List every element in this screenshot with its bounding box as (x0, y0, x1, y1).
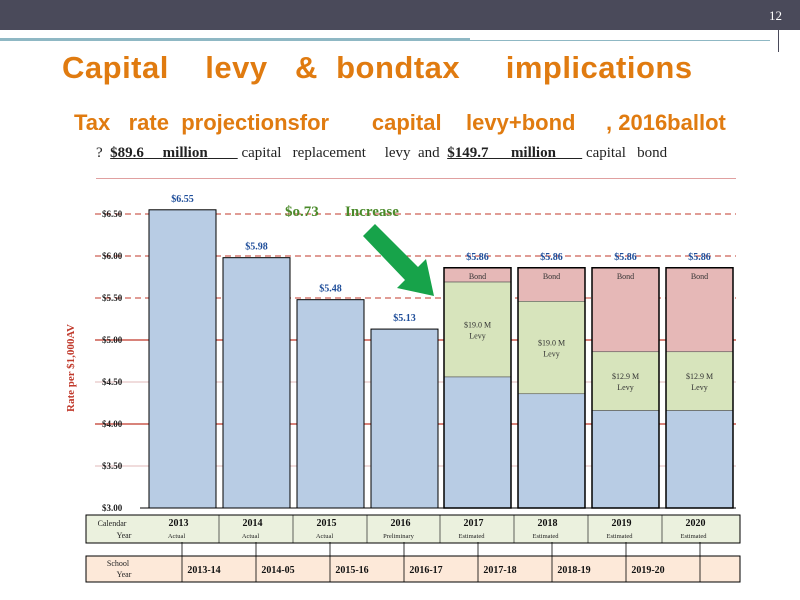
school-year-label: 2014-05 (261, 565, 294, 576)
accent-line-thin (470, 40, 770, 41)
school-year-label: 2015-16 (335, 565, 368, 576)
year-status: Estimated (607, 533, 634, 540)
levy-segment (443, 281, 512, 378)
bond-label: Bond (617, 272, 634, 281)
description-line: ? $89.6 million capital replacement levy… (96, 145, 667, 162)
year-status: Actual (168, 533, 186, 540)
bar-value-label: $5.86 (540, 252, 563, 263)
levy-segment (517, 301, 586, 395)
levy-amount-label: $12.9 M (612, 372, 639, 381)
y-tick-label: $4.00 (102, 419, 123, 429)
y-tick-label: $5.00 (102, 335, 123, 345)
base-segment (443, 376, 512, 509)
year-label: 2017 (464, 518, 484, 529)
y-tick-label: $3.50 (102, 461, 123, 471)
levy-label: Levy (469, 332, 485, 341)
y-tick-label: $6.50 (102, 209, 123, 219)
school-label: Year (117, 570, 132, 579)
y-tick-label: $5.50 (102, 293, 123, 303)
calendar-label: Calendar (98, 519, 127, 528)
slide-subtitle: Tax rate projectionsfor capital levy+bon… (74, 110, 726, 135)
year-status: Actual (242, 533, 260, 540)
bar (148, 209, 217, 509)
school-year-label: 2018-19 (557, 565, 590, 576)
bar-value-label: $5.13 (393, 313, 416, 324)
page-number: 12 (769, 8, 782, 23)
year-status: Actual (316, 533, 334, 540)
levy-label: Levy (617, 383, 633, 392)
divider-line (96, 178, 736, 179)
year-status: Estimated (459, 533, 486, 540)
bar-value-label: $5.86 (614, 252, 637, 263)
bar-value-label: $6.55 (171, 194, 194, 205)
levy-amount-label: $19.0 M (464, 321, 491, 330)
levy-label: Levy (691, 383, 707, 392)
increase-amount: $o.73 (285, 204, 319, 220)
levy-unit: million (162, 145, 208, 161)
top-bar (0, 0, 800, 30)
y-axis-title: Rate per $1,000AV (65, 324, 77, 412)
year-label: 2015 (317, 518, 337, 529)
school-label: School (107, 559, 130, 568)
levy-text: capital replacement levy and (241, 145, 440, 161)
school-year-label: 2019-20 (631, 565, 664, 576)
accent-vertical-line (778, 30, 779, 52)
bond-label: Bond (469, 272, 486, 281)
year-label: 2018 (538, 518, 558, 529)
y-tick-label: $3.00 (102, 503, 123, 513)
year-label: 2016 (391, 518, 411, 529)
bond-text: capital bond (585, 145, 668, 161)
calendar-year-row (85, 514, 741, 544)
base-segment (665, 410, 734, 509)
year-label: 2020 (686, 518, 706, 529)
base-segment (591, 410, 660, 509)
levy-amount: $89.6 (110, 145, 144, 161)
bar-value-label: $5.48 (319, 284, 342, 295)
bond-segment (665, 267, 734, 353)
bond-unit: million (510, 145, 556, 161)
bond-amount: $149.7 (447, 145, 489, 161)
levy-amount-label: $12.9 M (686, 372, 713, 381)
bar (370, 328, 439, 509)
bar (222, 257, 291, 509)
calendar-label: Year (117, 531, 132, 540)
increase-label: Increase (345, 204, 399, 220)
accent-line (0, 38, 470, 41)
tax-rate-chart: $3.00 $3.50 $4.00 $4.50 $5.00 $5.50 $6.00 $6.50… (65, 194, 741, 583)
school-year-label: 2013-14 (187, 565, 220, 576)
increase-arrow (363, 224, 434, 296)
school-year-label: 2016-17 (409, 565, 442, 576)
bond-label: Bond (543, 272, 560, 281)
slide-title: Capital levy & bondtax implications (62, 50, 693, 85)
base-segment (517, 393, 586, 509)
bullet: ? (96, 145, 103, 161)
year-label: 2013 (169, 518, 189, 529)
bar-value-label: $5.98 (245, 242, 268, 253)
bar (296, 299, 365, 509)
year-label: 2019 (612, 518, 632, 529)
levy-amount-label: $19.0 M (538, 339, 565, 348)
bond-label: Bond (691, 272, 708, 281)
bar-value-label: $5.86 (688, 252, 711, 263)
bar-value-label: $5.86 (466, 252, 489, 263)
year-status: Preliminary (383, 533, 414, 540)
year-label: 2014 (243, 518, 263, 529)
school-year-label: 2017-18 (483, 565, 516, 576)
y-tick-label: $6.00 (102, 251, 123, 261)
year-status: Estimated (681, 533, 708, 540)
school-year-row (85, 555, 741, 583)
levy-label: Levy (543, 350, 559, 359)
year-status: Estimated (533, 533, 560, 540)
y-tick-label: $4.50 (102, 377, 123, 387)
